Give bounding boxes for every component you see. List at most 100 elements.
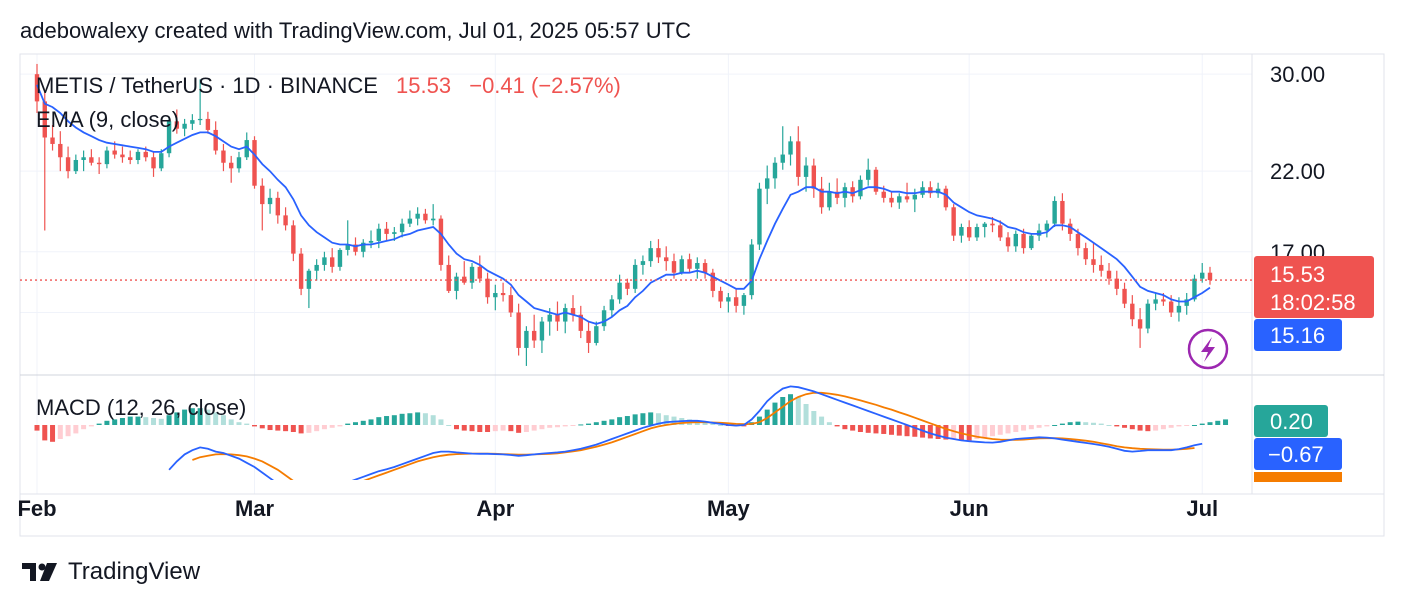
candle [935, 182, 941, 198]
macd-hist-bar [244, 423, 250, 425]
candle [632, 259, 638, 294]
macd-hist-bar [865, 425, 871, 433]
candles [34, 63, 1213, 366]
candle [640, 255, 646, 275]
candle [827, 182, 832, 211]
candle [718, 286, 723, 309]
tradingview-logo-icon [22, 563, 57, 581]
hist-value: 0.20 [1270, 409, 1313, 434]
candle [897, 193, 902, 209]
candle [128, 150, 133, 165]
macd-hist-bar [415, 412, 421, 425]
macd-hist-bar [469, 425, 475, 432]
macd-hist-bar [112, 419, 118, 425]
bar-countdown: 18:02:58 [1270, 290, 1356, 315]
macd-hist-bar [889, 425, 895, 435]
candle [1207, 266, 1213, 285]
candle [477, 255, 482, 283]
signal-badge [1254, 472, 1342, 482]
macd-hist-bar [1160, 425, 1166, 430]
macd-hist-bar [34, 425, 40, 431]
macd-hist-bar [655, 413, 661, 425]
chart-attribution: adebowalexy created with TradingView.com… [20, 18, 691, 43]
macd-hist-bar [710, 423, 716, 425]
macd-hist-bar [1059, 423, 1065, 425]
candle [376, 223, 382, 249]
candle [337, 248, 343, 271]
macd-hist-bar [453, 425, 459, 430]
macd-hist-bar [213, 412, 219, 425]
candle [531, 314, 537, 348]
candle [415, 207, 420, 226]
macd-hist-bar [42, 425, 48, 441]
candle [205, 111, 211, 134]
candle [803, 157, 809, 192]
macd-hist-bar [896, 425, 902, 436]
macd-hist-bar [298, 425, 304, 434]
macd-hist-bar [1199, 423, 1205, 425]
candle [928, 181, 933, 198]
candle [423, 208, 428, 224]
candle [1130, 295, 1135, 327]
last-price-badge: 15.53 18:02:58 [1254, 256, 1374, 318]
lightning-icon[interactable] [1187, 328, 1229, 370]
candle [81, 150, 86, 172]
candle [1200, 263, 1205, 283]
macd-hist-bar [1223, 419, 1229, 425]
macd-hist-bar [780, 397, 786, 425]
candle [236, 151, 242, 173]
candle [1091, 242, 1096, 273]
candle [384, 221, 389, 241]
macd-hist-bar [314, 425, 320, 432]
candle [174, 109, 180, 134]
macd-hist-bar [88, 425, 94, 427]
candle [89, 149, 94, 166]
macd-hist-bar [1013, 425, 1019, 432]
candle [772, 157, 778, 189]
macd-hist-bar [329, 425, 335, 428]
candle [1099, 255, 1104, 277]
macd-hist-bar [873, 425, 879, 434]
candle [260, 178, 265, 231]
symbol-legend[interactable]: METIS / TetherUS · 1D · BINANCE 15.53 −0… [36, 73, 621, 98]
candle [345, 220, 350, 256]
time-tick-label: Apr [476, 496, 514, 521]
macd-hist-bar [1215, 420, 1221, 425]
macd-hist-bar [1083, 422, 1089, 425]
macd-hist-bar [1191, 425, 1197, 426]
macd-badge: −0.67 [1254, 438, 1342, 470]
candle [252, 136, 257, 189]
time-tick-label: May [707, 496, 751, 521]
macd-hist-bar [228, 419, 234, 425]
macd-hist-bar [283, 425, 289, 432]
macd-hist-bar [50, 425, 56, 442]
candle [267, 188, 273, 214]
macd-hist-bar [935, 425, 941, 439]
time-tick-label: Jul [1186, 496, 1218, 521]
macd-hist-bar [1114, 425, 1120, 427]
macd-hist-bar [197, 408, 203, 425]
macd-hist-bar [384, 416, 390, 425]
candle [609, 295, 615, 317]
candle [695, 257, 700, 279]
macd-hist-bar [1090, 422, 1096, 425]
time-tick-label: Feb [17, 496, 56, 521]
macd-hist-bar [259, 425, 265, 429]
macd-hist-bar [290, 425, 296, 432]
macd-hist-bar [523, 425, 529, 432]
candle [446, 255, 451, 294]
candle [407, 210, 413, 228]
ema-legend[interactable]: EMA (9, close) [36, 107, 179, 132]
macd-hist-bar [205, 409, 211, 425]
macd-legend[interactable]: MACD (12, 26, close) [36, 395, 246, 420]
macd-hist-bar [477, 425, 483, 432]
macd-hist-bar [1067, 422, 1073, 425]
candle [943, 185, 949, 211]
macd-hist-bar [539, 425, 545, 430]
macd-hist-bar [485, 425, 491, 432]
candle [213, 121, 218, 155]
macd-hist-bar [795, 397, 801, 425]
ema-value: 15.16 [1270, 323, 1325, 348]
candle [819, 176, 824, 214]
